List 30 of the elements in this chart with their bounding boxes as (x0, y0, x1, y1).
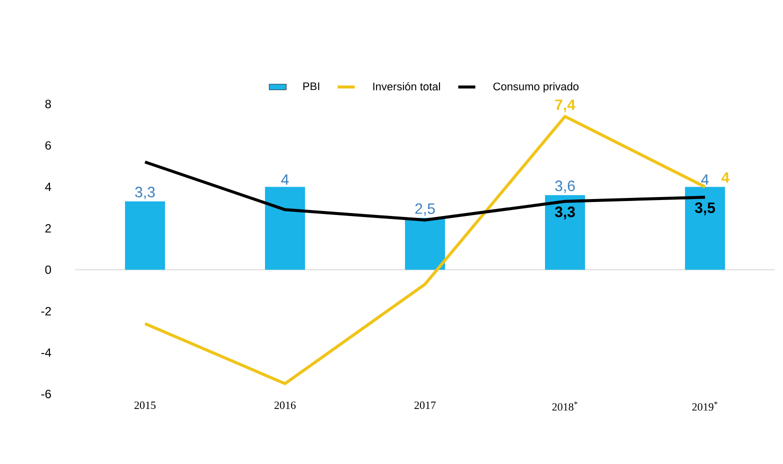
y-tick-label: 0 (45, 265, 52, 274)
bar (545, 195, 586, 270)
y-tick-label: 2 (45, 224, 51, 232)
data-label: 4 (281, 174, 289, 185)
y-tick-label: -4 (41, 348, 52, 357)
data-label: 3,5 (694, 202, 716, 216)
x-tick-label: 2017 (414, 402, 436, 409)
y-tick-label: 4 (45, 182, 52, 191)
bar (265, 186, 306, 270)
x-tick-label: 2019$^{*}$ (692, 402, 718, 411)
bar (685, 186, 726, 270)
y-tick-label: 8 (45, 100, 51, 108)
data-label: 4 (721, 172, 730, 183)
data-label: 4 (701, 174, 709, 185)
x-tick-label: 2016 (274, 402, 296, 409)
y-tick-label: -6 (41, 390, 51, 398)
data-label: 2,5 (415, 203, 435, 216)
legend-label: Consumo privado (493, 82, 579, 93)
x-tick-label: 2015 (134, 402, 156, 409)
bar (125, 201, 166, 270)
data-label: 3,3 (135, 186, 155, 200)
legend-label: PBI (303, 82, 320, 90)
y-tick-label: 6 (45, 141, 51, 150)
data-label: 7,4 (555, 100, 576, 112)
x-tick-label: 2018$^{*}$ (552, 402, 578, 411)
data-label: 3,3 (554, 206, 575, 220)
data-label: 3,6 (555, 180, 575, 193)
y-tick-label: -2 (41, 306, 51, 316)
legend-label: Inversión total (373, 82, 440, 90)
bar (405, 218, 446, 270)
